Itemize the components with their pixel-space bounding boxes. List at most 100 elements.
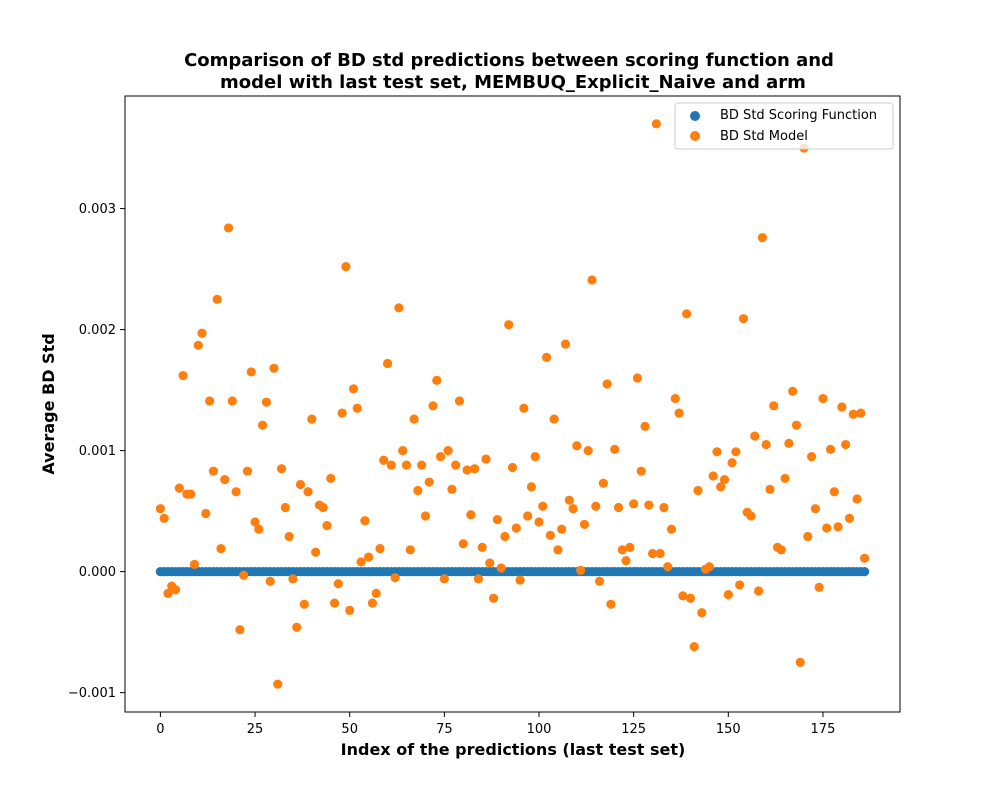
model-point	[186, 489, 196, 499]
model-point	[769, 401, 779, 411]
model-point	[258, 420, 268, 430]
model-point	[818, 393, 828, 404]
y-tick-label: 0.001	[79, 444, 116, 459]
model-point	[273, 679, 283, 689]
model-point	[504, 320, 514, 330]
model-point	[477, 542, 487, 553]
model-point	[178, 370, 188, 381]
x-tick-label: 0	[156, 722, 164, 737]
model-point	[398, 445, 408, 456]
model-point	[617, 545, 627, 555]
model-point	[322, 521, 332, 531]
model-point	[189, 559, 200, 569]
model-point	[352, 403, 362, 413]
model-point	[417, 460, 427, 470]
model-point	[549, 414, 559, 424]
model-point	[485, 558, 495, 568]
model-point	[254, 524, 264, 534]
x-tick-label: 25	[247, 722, 264, 737]
model-point	[500, 531, 510, 542]
model-point	[318, 502, 328, 513]
model-point	[788, 386, 798, 396]
model-point	[810, 504, 820, 514]
model-point	[432, 375, 442, 386]
model-point	[663, 562, 673, 572]
model-point	[220, 475, 230, 485]
model-point	[466, 510, 476, 520]
model-point	[837, 402, 847, 412]
model-point	[682, 309, 692, 319]
model-point	[814, 582, 824, 592]
y-tick-label: −0.001	[68, 686, 116, 701]
model-point	[761, 439, 771, 450]
model-point	[678, 591, 688, 601]
model-point	[636, 466, 646, 476]
model-point	[197, 328, 207, 338]
model-point	[511, 523, 521, 533]
model-point	[553, 545, 563, 555]
model-point	[360, 516, 370, 526]
model-point	[386, 460, 396, 470]
model-point	[750, 431, 760, 441]
model-point	[341, 262, 351, 272]
model-point	[670, 393, 680, 404]
model-point	[295, 479, 306, 490]
model-point	[390, 573, 400, 583]
model-point	[587, 275, 597, 285]
model-point	[704, 562, 714, 572]
model-point	[568, 504, 578, 514]
model-point	[401, 460, 412, 470]
model-point	[651, 119, 661, 129]
model-point	[803, 531, 813, 542]
model-point	[576, 565, 586, 576]
model-point	[594, 576, 605, 586]
model-point	[560, 339, 571, 349]
model-point	[326, 473, 336, 484]
model-point	[488, 593, 499, 603]
model-point	[757, 232, 767, 243]
model-point	[606, 599, 616, 609]
model-point	[265, 576, 275, 586]
model-point	[246, 367, 256, 377]
model-point	[364, 552, 374, 562]
model-point	[447, 484, 457, 494]
model-point	[337, 408, 347, 418]
model-point	[371, 588, 381, 598]
model-point	[163, 588, 173, 598]
model-point	[311, 547, 321, 557]
model-point	[288, 574, 298, 584]
model-point	[723, 590, 733, 600]
model-point	[753, 586, 764, 596]
model-point	[784, 438, 794, 448]
legend-label-scoring-function: BD Std Scoring Function	[720, 108, 877, 123]
model-point	[269, 363, 279, 373]
y-axis-label: Average BD Std	[39, 333, 58, 474]
model-point	[409, 414, 419, 424]
model-point	[693, 485, 703, 496]
model-point	[825, 444, 836, 454]
model-point	[613, 502, 624, 513]
model-point	[212, 294, 222, 304]
model-point	[708, 471, 718, 481]
model-point	[644, 500, 654, 510]
model-point	[738, 314, 749, 324]
model-point	[598, 478, 608, 488]
model-point	[239, 570, 249, 580]
model-point	[276, 464, 287, 474]
x-tick-label: 100	[527, 722, 552, 737]
model-point	[791, 420, 802, 430]
model-point	[451, 460, 461, 470]
model-point	[428, 401, 438, 411]
y-tick-label: 0.002	[79, 323, 116, 338]
model-point	[174, 483, 184, 493]
scoring-function-point	[860, 567, 870, 577]
model-point	[201, 508, 211, 519]
model-point	[435, 452, 446, 462]
model-point	[235, 625, 245, 635]
legend-marker-model	[690, 131, 700, 141]
legend-marker-scoring-function	[690, 111, 700, 121]
model-point	[170, 585, 181, 595]
plot-background	[125, 96, 900, 712]
model-point	[333, 579, 343, 589]
